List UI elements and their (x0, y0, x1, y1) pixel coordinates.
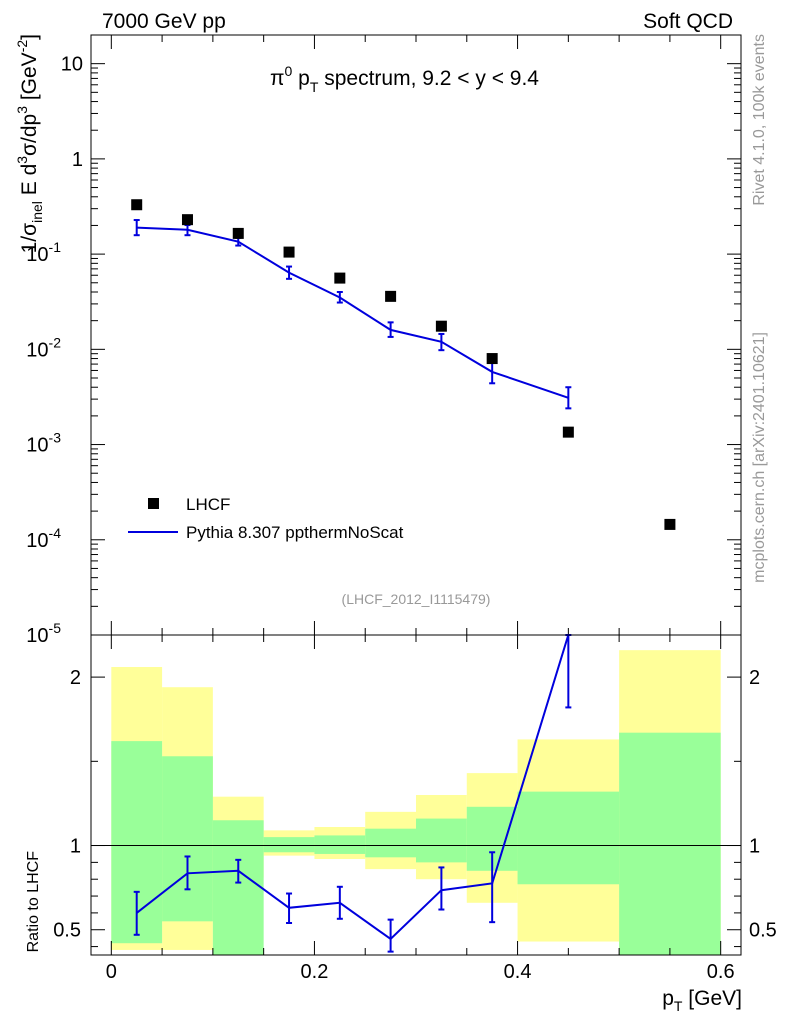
data-point (562, 426, 574, 438)
x-tick-label: 0.6 (707, 961, 735, 983)
data-point (664, 518, 676, 530)
data-series (131, 199, 676, 530)
uncertainty-band-inner (619, 732, 721, 955)
ratio-ytick-label-left: 1 (70, 836, 81, 858)
main-ytick-label: 10-2 (26, 334, 61, 361)
process-label: Soft QCD (643, 10, 733, 33)
uncertainty-band-inner (212, 820, 264, 955)
uncertainty-band-inner (314, 835, 366, 854)
ratio-ytick-label-left: 0.5 (53, 920, 81, 942)
ratio-ytick-label-right: 1 (749, 836, 760, 858)
title-p: p (292, 67, 310, 90)
ratio-ytick-label-right: 0.5 (749, 920, 777, 942)
ratio-x-tick-labels: 0 0.2 0.4 0.6 (106, 961, 735, 983)
main-ytick-label: 10-4 (26, 525, 61, 552)
main-ticks (91, 35, 741, 636)
ratio-ticks (91, 635, 741, 955)
data-point (385, 290, 397, 302)
ratio-ytick-label-right: 2 (749, 667, 760, 689)
plot-title: π0 pT spectrum, 9.2 < y < 9.4 (270, 63, 539, 95)
ratio-panel: 0.5 0.5 1 1 2 2 0 0.2 0.4 0.6 Ratio to LHCF pT [… (25, 634, 777, 1014)
ratio-ytick-label-left: 2 (70, 667, 81, 689)
data-point (283, 246, 295, 258)
data-point (232, 227, 244, 239)
uncertainty-band-inner (416, 818, 467, 863)
ratio-mc-series (133, 634, 572, 953)
energy-label: 7000 GeV pp (102, 10, 226, 33)
rivet-version-label: Rivet 4.1.0, 100k events (751, 34, 768, 206)
data-point (334, 272, 346, 284)
uncertainty-band-inner (263, 837, 315, 853)
title-sup: 0 (285, 63, 293, 79)
main-panel: 10-5 10-4 10-3 10-2 10-1 1 10 π0 pT spectrum, … (14, 34, 742, 647)
main-ytick-label: 1 (72, 149, 83, 171)
x-tick-label: 0 (106, 961, 117, 983)
mc-line (136, 226, 569, 399)
title-sub: T (310, 79, 319, 95)
main-ytick-label: 10-3 (26, 430, 61, 457)
title-rest: spectrum, 9.2 < y < 9.4 (318, 67, 539, 90)
legend-label-lhcf: LHCF (186, 495, 230, 514)
x-tick-label: 0.4 (504, 961, 532, 983)
ratio-frame (90, 634, 742, 956)
main-ytick-label: 10-1 (26, 239, 61, 266)
analysis-reference: (LHCF_2012_I1115479) (342, 591, 491, 607)
uncertainty-band-inner (365, 828, 416, 858)
main-ytick-label: 10-5 (26, 620, 61, 647)
legend-marker-lhcf (148, 498, 159, 509)
x-axis-label: pT [GeV] (662, 987, 742, 1014)
legend: LHCF Pythia 8.307 ppthermNoScat (128, 495, 404, 542)
main-y-tick-labels: 10-5 10-4 10-3 10-2 10-1 1 10 (26, 54, 83, 647)
title-pi: π (270, 67, 285, 90)
legend-label-pythia: Pythia 8.307 ppthermNoScat (186, 523, 404, 542)
data-point (181, 214, 193, 226)
data-point (131, 199, 143, 211)
data-point (486, 353, 498, 365)
main-ytick-label: 10 (61, 54, 83, 76)
ratio-y-tick-labels: 0.5 0.5 1 1 2 2 (53, 667, 777, 942)
uncertainty-band-inner (517, 791, 620, 885)
source-label: mcplots.cern.ch [arXiv:2401.10621] (751, 332, 768, 583)
ratio-bands (111, 650, 721, 955)
x-tick-label: 0.2 (301, 961, 329, 983)
data-point (435, 320, 447, 332)
ratio-y-axis-label: Ratio to LHCF (25, 851, 42, 953)
mc-series (133, 219, 572, 410)
uncertainty-band-inner (162, 756, 213, 922)
main-y-axis-label: 1/σinel E d3σ/dp3 [GeV-2] (14, 34, 45, 253)
